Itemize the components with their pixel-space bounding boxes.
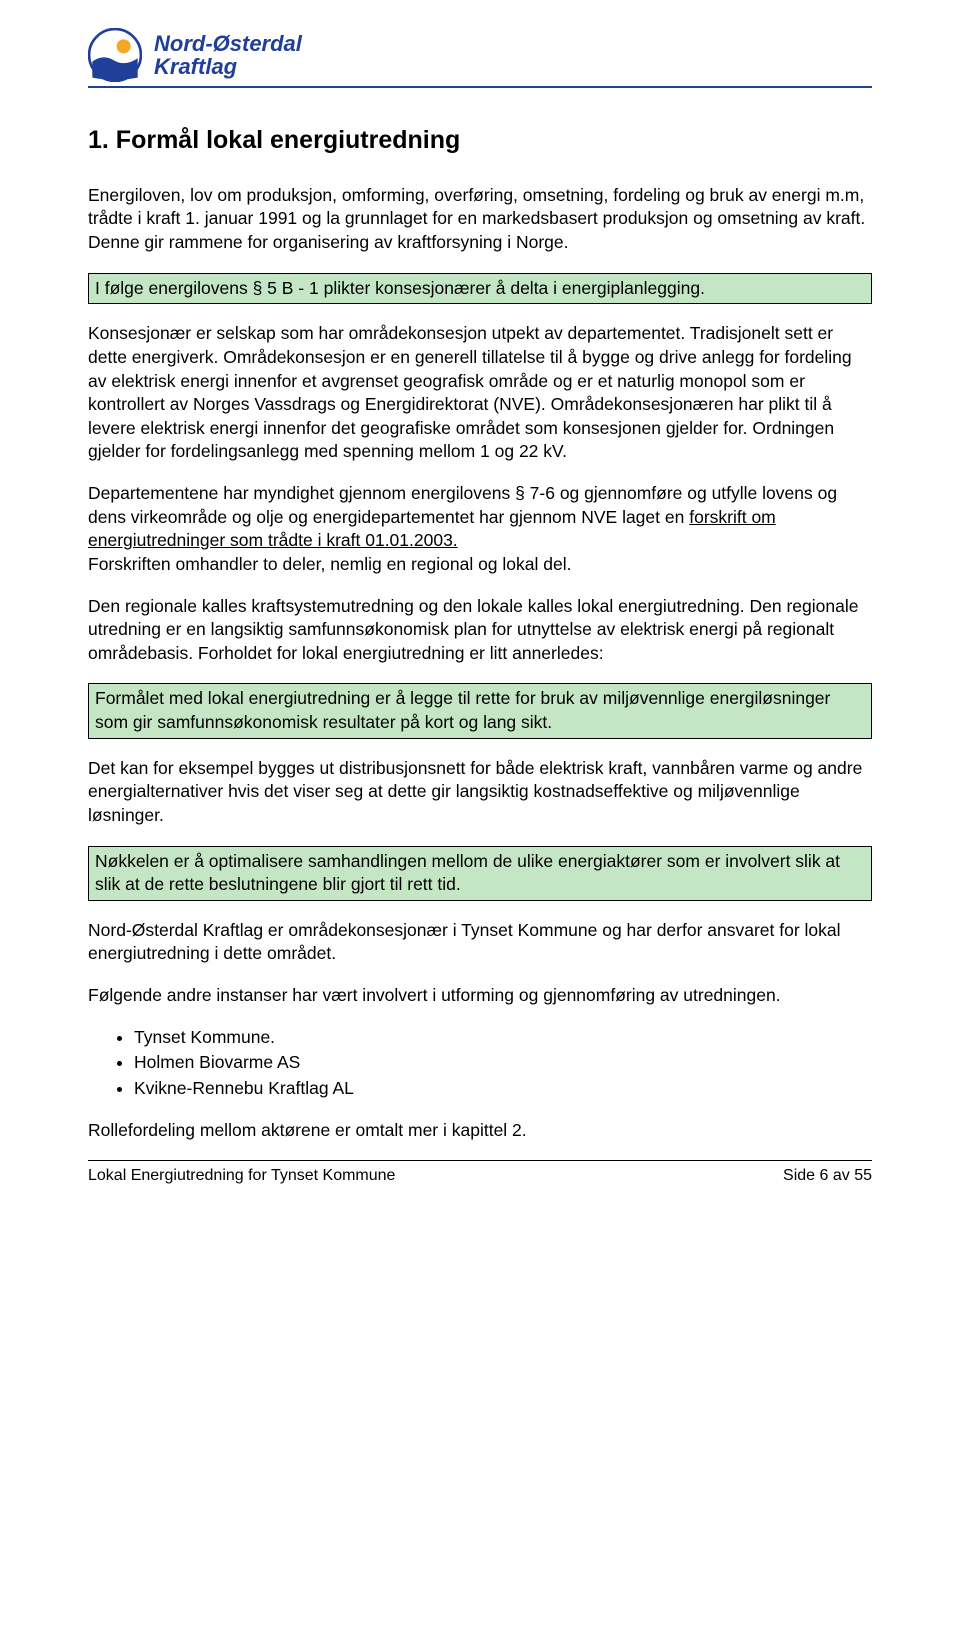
- paragraph-instanser: Følgende andre instanser har vært involv…: [88, 984, 872, 1008]
- highlight-text-3: Nøkkelen er å optimalisere samhandlingen…: [95, 851, 840, 895]
- page-footer: Lokal Energiutredning for Tynset Kommune…: [88, 1160, 872, 1187]
- list-item: Holmen Biovarme AS: [134, 1051, 872, 1075]
- company-logo-icon: [88, 28, 142, 82]
- paragraph-example: Det kan for eksempel bygges ut distribus…: [88, 757, 872, 828]
- highlight-text-1: I følge energilovens § 5 B - 1 plikter k…: [95, 278, 705, 298]
- paragraph-konsesjon: Konsesjonær er selskap som har områdekon…: [88, 322, 872, 464]
- footer-left: Lokal Energiutredning for Tynset Kommune: [88, 1165, 395, 1187]
- footer-right: Side 6 av 55: [783, 1165, 872, 1187]
- header-rule: [88, 86, 872, 88]
- highlight-box-2: Formålet med lokal energiutredning er å …: [88, 683, 872, 738]
- list-item: Tynset Kommune.: [134, 1026, 872, 1050]
- paragraph-department: Departementene har myndighet gjennom ene…: [88, 482, 872, 577]
- company-name-line1: Nord-Østerdal: [154, 32, 302, 55]
- list-item: Kvikne-Rennebu Kraftlag AL: [134, 1077, 872, 1101]
- company-name: Nord-Østerdal Kraftlag: [154, 32, 302, 78]
- highlight-box-3: Nøkkelen er å optimalisere samhandlingen…: [88, 846, 872, 901]
- document-header: Nord-Østerdal Kraftlag: [88, 28, 872, 82]
- paragraph-rolle: Rollefordeling mellom aktørene er omtalt…: [88, 1119, 872, 1143]
- highlight-text-2: Formålet med lokal energiutredning er å …: [95, 688, 830, 732]
- company-name-line2: Kraftlag: [154, 55, 302, 78]
- paragraph-regional: Den regionale kalles kraftsystemutrednin…: [88, 595, 872, 666]
- section-title: 1. Formål lokal energiutredning: [88, 124, 872, 158]
- paragraph-intro: Energiloven, lov om produksjon, omformin…: [88, 184, 872, 255]
- highlight-box-1: I følge energilovens § 5 B - 1 plikter k…: [88, 273, 872, 305]
- paragraph-nok: Nord-Østerdal Kraftlag er områdekonsesjo…: [88, 919, 872, 966]
- instanser-list: Tynset Kommune. Holmen Biovarme AS Kvikn…: [88, 1026, 872, 1101]
- p3-part-b: Forskriften omhandler to deler, nemlig e…: [88, 554, 571, 574]
